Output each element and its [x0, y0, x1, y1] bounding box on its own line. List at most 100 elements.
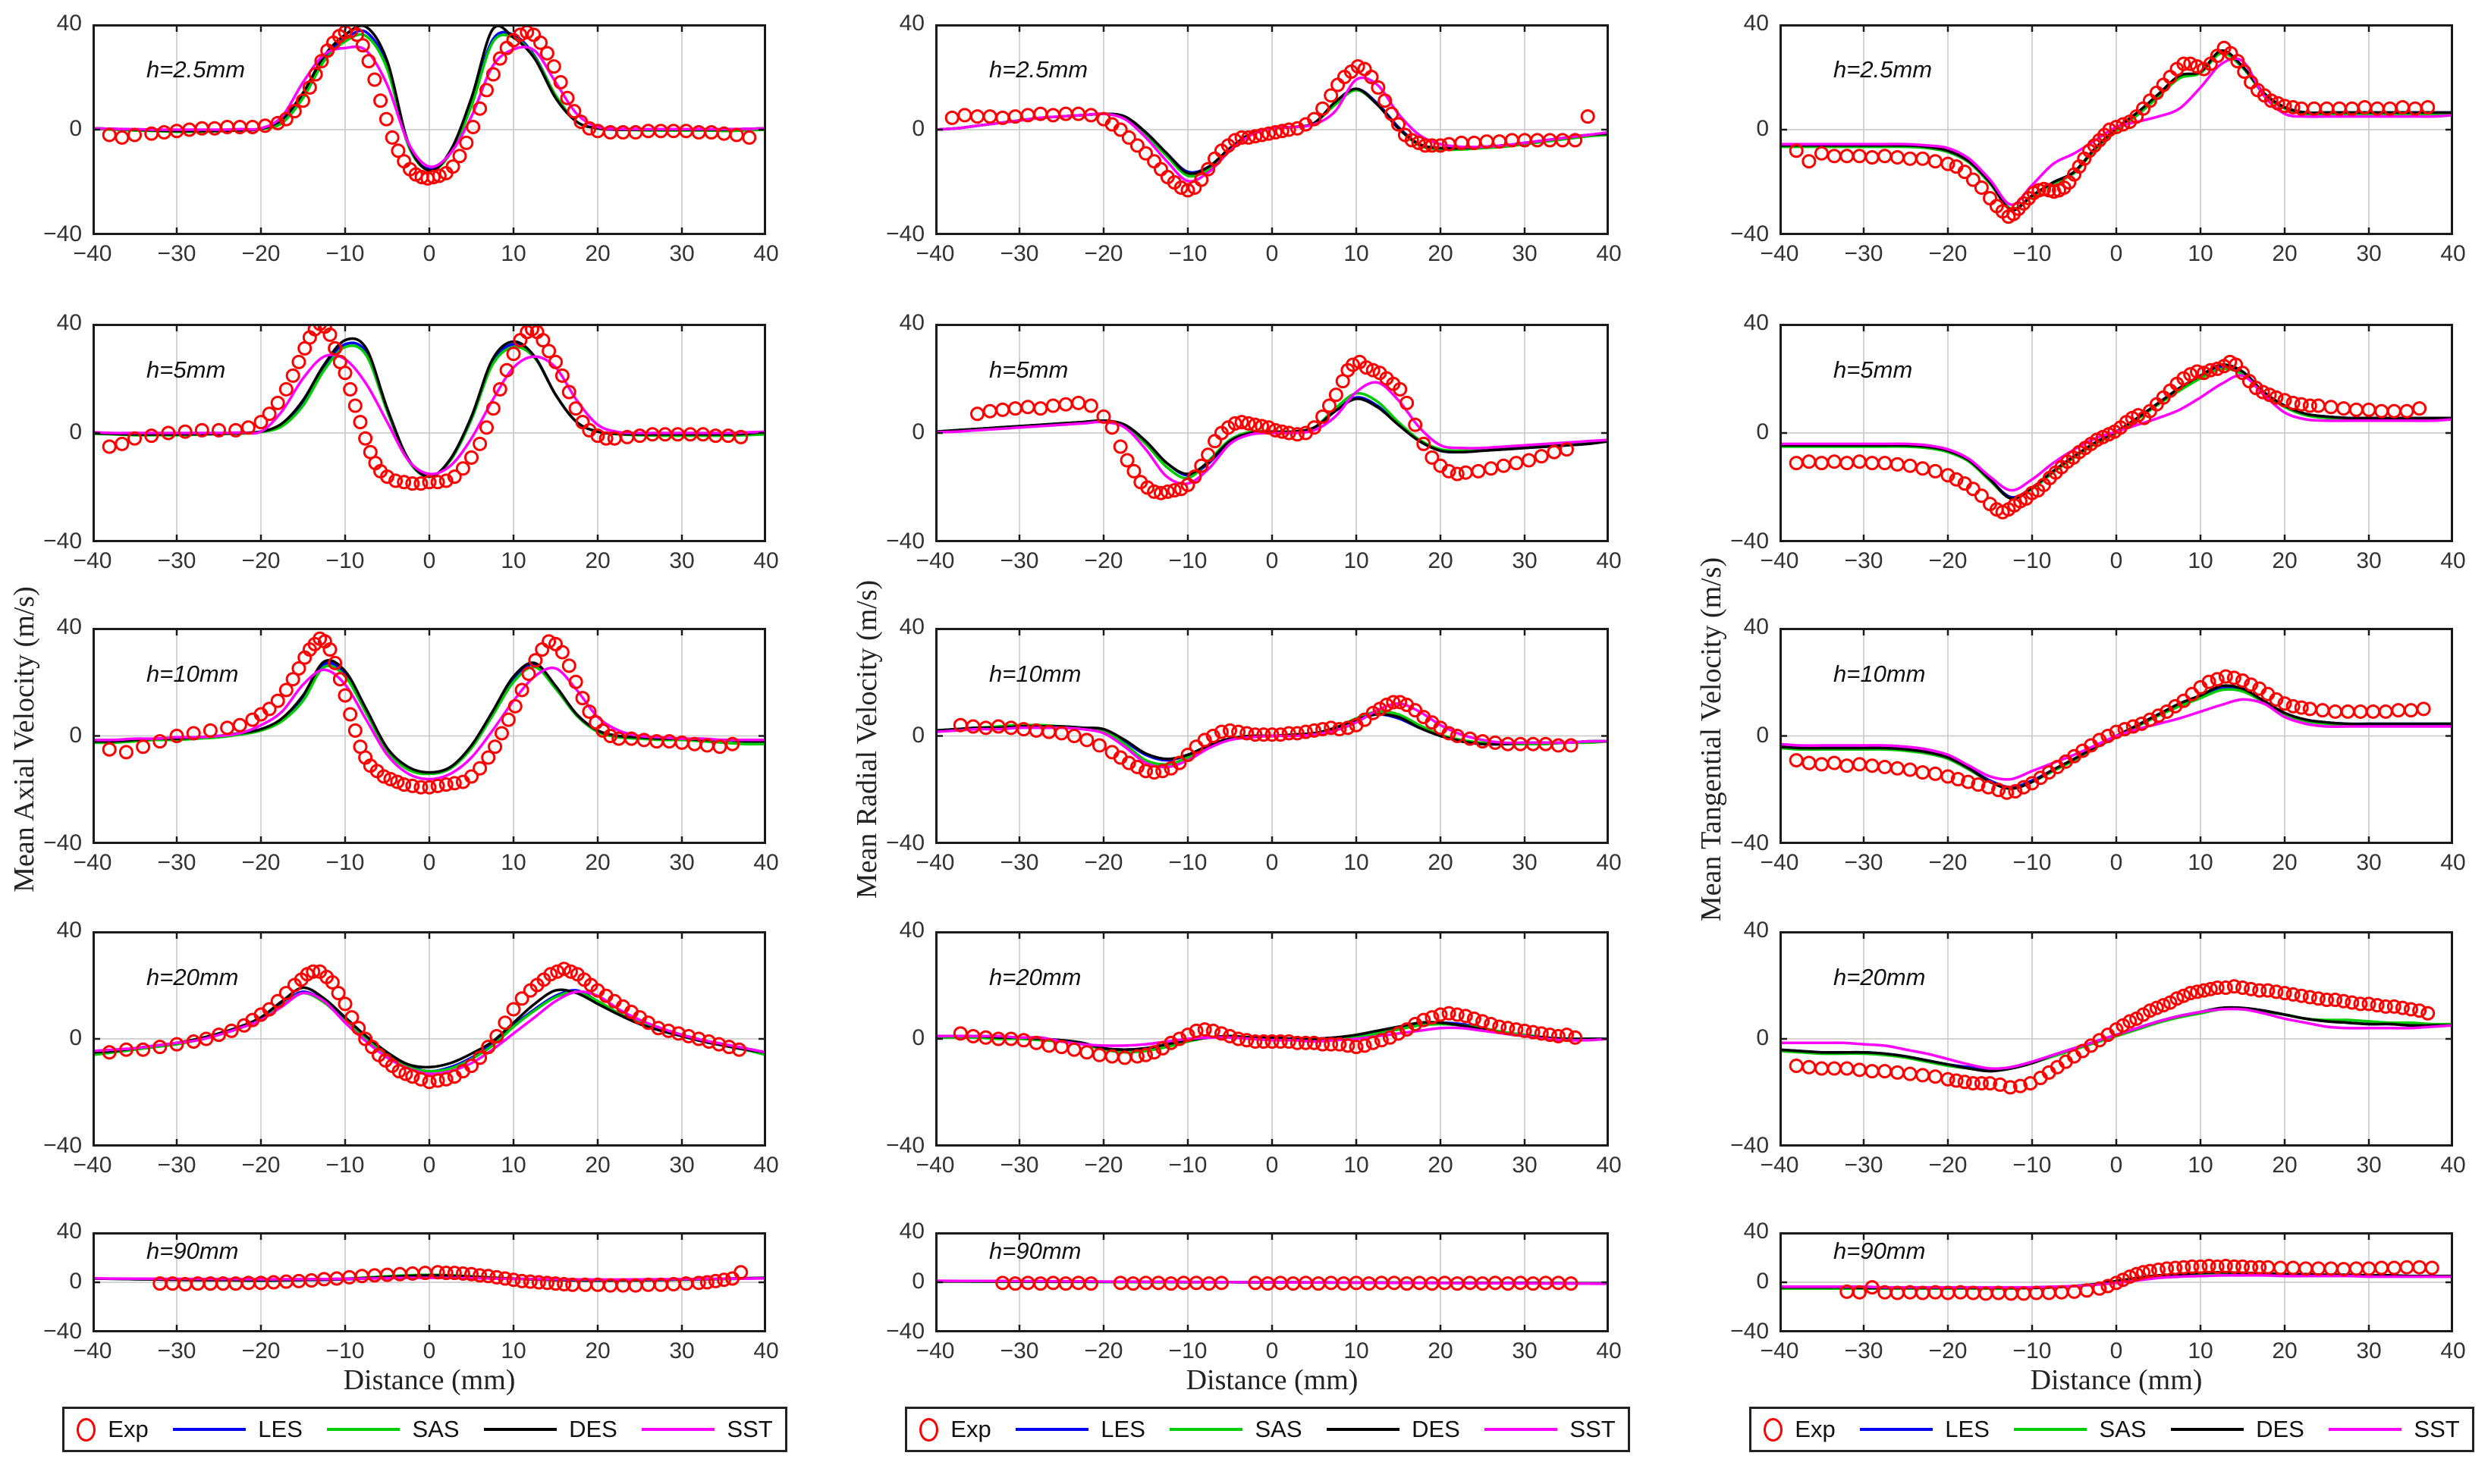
exp-marker [1814, 1061, 1829, 1076]
exp-marker [2235, 1259, 2250, 1274]
exp-marker [1241, 416, 1256, 431]
exp-marker [582, 704, 597, 719]
exp-marker [2310, 398, 2326, 413]
x-tick-label: 0 [422, 1153, 436, 1178]
exp-marker [1915, 1068, 1930, 1083]
panel-height-label: h=2.5mm [146, 55, 246, 83]
exp-marker [438, 473, 454, 488]
exp-marker [2003, 1080, 2018, 1095]
exp-marker [548, 1276, 563, 1291]
exp-marker [2008, 784, 2023, 799]
x-tick-label: −10 [325, 1338, 365, 1363]
y-tick-label: 0 [912, 116, 925, 141]
exp-marker [2285, 99, 2301, 115]
exp-marker [1197, 733, 1212, 748]
exp-marker [1509, 456, 1524, 471]
exp-marker [557, 1276, 572, 1291]
x-tick-label: −10 [2012, 1338, 2052, 1363]
exp-marker [1274, 124, 1289, 139]
exp-marker [1340, 1038, 1355, 1053]
exp-marker [1227, 416, 1242, 431]
subplot-radial-h90mm: h=90mm [935, 1232, 1609, 1332]
exp-marker [1441, 463, 1456, 478]
x-tick-label: 10 [1343, 241, 1369, 266]
exp-marker [1298, 724, 1313, 739]
exp-marker [1500, 1021, 1516, 1036]
exp-marker [1256, 1034, 1271, 1049]
y-tick-label: −40 [43, 1133, 82, 1158]
exp-marker [492, 381, 507, 397]
exp-marker [2210, 361, 2225, 376]
exp-marker [1458, 465, 1473, 480]
exp-marker [1273, 1034, 1288, 1049]
exp-marker [1267, 422, 1283, 438]
y-tick-label: −40 [886, 529, 925, 554]
x-tick-label: 10 [1343, 1153, 1369, 1178]
exp-marker [1201, 447, 1216, 463]
y-tick-label: −40 [43, 1319, 82, 1344]
exp-marker [1281, 1034, 1296, 1049]
exp-marker [2298, 1261, 2314, 1276]
x-tick-label: −10 [1168, 1338, 1208, 1363]
exp-marker [1349, 1040, 1364, 1055]
exp-marker [970, 109, 985, 124]
exp-marker [995, 402, 1010, 417]
exp-marker [1957, 1075, 1972, 1090]
exp-marker [2353, 996, 2368, 1012]
exp-marker [568, 674, 583, 689]
exp-marker [2348, 1261, 2364, 1276]
legend-label: SST [727, 1416, 773, 1442]
exp-marker [291, 354, 306, 369]
exp-marker [2277, 696, 2292, 711]
subplot-radial-h5mm: h=5mm [935, 324, 1609, 542]
exp-marker [2323, 400, 2339, 415]
exp-marker [1066, 1042, 1082, 1057]
exp-marker [1315, 101, 1330, 116]
legend-item-les: LES [1860, 1416, 1990, 1443]
exp-marker [240, 420, 256, 435]
exp-marker [563, 964, 578, 979]
exp-marker [536, 333, 551, 348]
exp-marker [2386, 999, 2401, 1014]
exp-marker [2168, 1260, 2183, 1275]
exp-marker [1197, 1022, 1212, 1037]
exp-marker [473, 1050, 488, 1065]
exp-marker [2399, 403, 2414, 419]
x-tick-label: −30 [1000, 241, 1039, 266]
legend-line-icon [1016, 1428, 1089, 1431]
exp-marker [492, 51, 507, 66]
exp-marker [285, 368, 300, 383]
exp-marker [2416, 701, 2431, 717]
exp-marker [270, 115, 285, 130]
exp-marker [2122, 1014, 2138, 1029]
exp-marker [351, 1021, 366, 1036]
panel-height-label: h=20mm [1833, 963, 1926, 990]
y-tick-label: 40 [56, 614, 82, 639]
x-tick-label: −10 [2012, 850, 2052, 875]
exp-marker [1261, 126, 1277, 141]
exp-marker [2193, 1259, 2208, 1274]
plot-area [93, 24, 766, 235]
exp-marker [1066, 729, 1082, 743]
exp-marker [2399, 1260, 2414, 1275]
exp-marker [1083, 1276, 1098, 1291]
exp-marker [2424, 1260, 2439, 1275]
exp-marker [1433, 1007, 1448, 1022]
exp-marker [1214, 1026, 1229, 1041]
exp-marker [1492, 1019, 1507, 1034]
exp-marker [332, 672, 347, 687]
exp-marker [422, 780, 437, 795]
exp-marker [328, 655, 343, 670]
x-tick-label: 40 [2440, 850, 2466, 875]
exp-marker [1350, 59, 1365, 74]
exp-marker [1839, 456, 1855, 471]
x-tick-label: −30 [1844, 1153, 1883, 1178]
exp-marker [479, 83, 494, 98]
x-tick-label: 40 [753, 1153, 779, 1178]
curve-sst [935, 1279, 1609, 1285]
x-tick-label: −20 [1928, 1338, 1968, 1363]
y-tick-label: 0 [69, 1025, 82, 1050]
exp-marker [1957, 165, 1972, 180]
plot-area [93, 1232, 766, 1332]
exp-marker [1393, 695, 1408, 710]
